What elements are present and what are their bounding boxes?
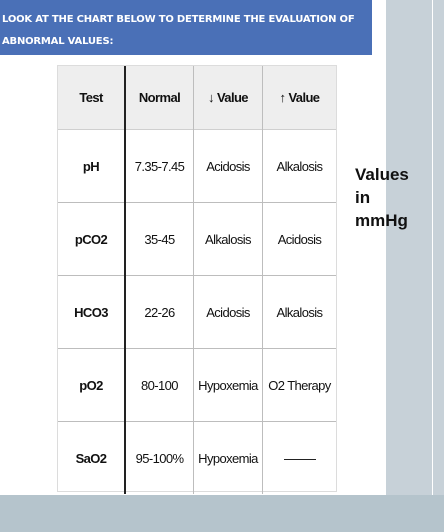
cell-test: pH xyxy=(58,129,126,203)
cell-low: Acidosis xyxy=(193,129,263,203)
units-note-line1: Values xyxy=(355,165,409,184)
header-low-value: ↓ Value xyxy=(193,66,263,130)
cell-normal: 35-45 xyxy=(125,202,194,276)
instruction-banner: LOOK AT THE CHART BELOW TO DETERMINE THE… xyxy=(0,0,372,55)
cell-normal: 22-26 xyxy=(125,275,194,349)
cell-test: SaO2 xyxy=(58,421,126,494)
table-row: pH 7.35-7.45 Acidosis Alkalosis xyxy=(58,129,336,203)
cell-low: Hypoxemia xyxy=(193,421,263,494)
units-note-line2: in xyxy=(355,188,371,207)
table-row: SaO2 95-100% Hypoxemia — xyxy=(58,421,336,494)
cell-low: Hypoxemia xyxy=(193,348,263,422)
abg-values-table: Test Normal ↓ Value ↑ Value pH 7.35-7.45… xyxy=(57,65,337,494)
header-high-value: ↑ Value xyxy=(262,66,336,130)
cell-test: pO2 xyxy=(58,348,126,422)
units-note: Values in mmHg xyxy=(355,163,409,232)
cell-low: Acidosis xyxy=(193,275,263,349)
right-decorative-band xyxy=(386,0,444,495)
cell-high: Acidosis xyxy=(262,202,336,276)
table-header-row: Test Normal ↓ Value ↑ Value xyxy=(58,66,336,130)
cell-low: Alkalosis xyxy=(193,202,263,276)
cell-normal: 7.35-7.45 xyxy=(125,129,194,203)
cell-high: — xyxy=(262,421,336,494)
banner-text: LOOK AT THE CHART BELOW TO DETERMINE THE… xyxy=(2,14,355,47)
cell-high: Alkalosis xyxy=(262,275,336,349)
header-normal: Normal xyxy=(125,66,194,130)
bottom-decorative-band xyxy=(0,495,444,532)
table-row: pCO2 35-45 Alkalosis Acidosis xyxy=(58,202,336,276)
cell-normal: 80-100 xyxy=(125,348,194,422)
dash-mark xyxy=(283,458,316,460)
cell-high: Alkalosis xyxy=(262,129,336,203)
cell-test: HCO3 xyxy=(58,275,126,349)
cell-test: pCO2 xyxy=(58,202,126,276)
table-row: HCO3 22-26 Acidosis Alkalosis xyxy=(58,275,336,349)
cell-normal: 95-100% xyxy=(125,421,194,494)
evaluation-table: Test Normal ↓ Value ↑ Value pH 7.35-7.45… xyxy=(58,66,336,494)
units-note-line3: mmHg xyxy=(355,211,408,230)
cell-high: O2 Therapy xyxy=(262,348,336,422)
table-row: pO2 80-100 Hypoxemia O2 Therapy xyxy=(58,348,336,422)
right-divider-line xyxy=(432,0,433,495)
header-test: Test xyxy=(58,66,126,130)
